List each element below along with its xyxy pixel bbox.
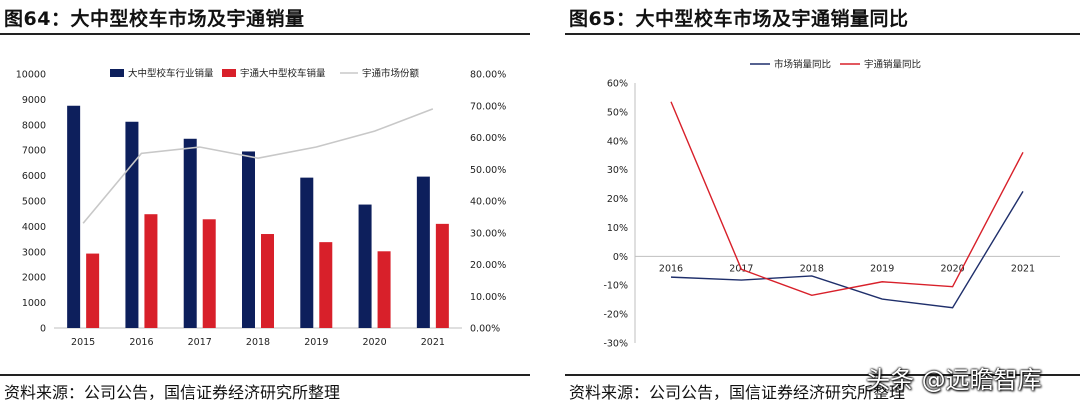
y2-axis-tick-label: 10.00% xyxy=(470,292,506,303)
right-top-rule xyxy=(565,33,1080,35)
y-axis-tick-label: 10% xyxy=(607,223,628,234)
x-axis-tick-label: 2021 xyxy=(1011,263,1035,274)
y2-axis-tick-label: 40.00% xyxy=(470,197,506,208)
y2-axis-tick-label: 50.00% xyxy=(470,165,506,176)
y-axis-tick-label: 60% xyxy=(607,79,628,90)
y-axis-tick-label: 50% xyxy=(607,107,628,118)
right-figure-panel: 图65：大中型校车市场及宇通销量同比 -30% -20% -10% 0% 10% 20% 3… xyxy=(565,0,1080,402)
legend-label-yutong: 宇通大中型校车销量 xyxy=(240,68,326,80)
line-market-yoy xyxy=(670,190,1024,309)
bar-yutong-sales xyxy=(319,242,333,328)
legend-label-market-yoy: 市场销量同比 xyxy=(774,59,831,71)
right-bottom-rule xyxy=(565,374,1080,376)
line-yutong-market-share xyxy=(82,108,434,224)
right-chart: -30%-20%-10%0%10%20%30%40%50%60%2016 2017… xyxy=(603,59,1060,350)
y-axis-tick-label: 7000 xyxy=(22,146,46,157)
y-axis-tick-label: -10% xyxy=(603,281,628,292)
y-axis-tick-label: 4000 xyxy=(22,222,46,233)
bar-yutong-sales xyxy=(144,214,158,328)
x-axis-tick-label: 2019 xyxy=(870,263,894,274)
y-axis-tick-label: 1000 xyxy=(22,298,46,309)
bar-industry-sales xyxy=(358,204,372,328)
x-axis-tick-label: 2016 xyxy=(129,337,153,348)
left-source-note: 资料来源：公司公告，国信证券经济研究所整理 xyxy=(4,383,341,402)
right-figure-title: 图65：大中型校车市场及宇通销量同比 xyxy=(569,8,909,30)
y-axis-tick-label: 5000 xyxy=(22,197,46,208)
left-bottom-rule xyxy=(0,374,530,376)
y2-axis-tick-label: 30.00% xyxy=(470,228,506,239)
bar-yutong-sales xyxy=(202,219,216,328)
x-axis-tick-label: 2020 xyxy=(362,337,386,348)
y2-axis-tick-label: 60.00% xyxy=(470,133,506,144)
bar-industry-sales xyxy=(300,177,314,328)
bar-industry-sales xyxy=(183,138,197,328)
watermark: 头条 @远瞻智库 xyxy=(866,366,1042,394)
bar-industry-sales xyxy=(67,105,81,328)
left-figure-title: 图64：大中型校车市场及宇通销量 xyxy=(4,8,305,30)
y-axis-tick-label: 8000 xyxy=(22,120,46,131)
x-axis-tick-label: 2016 xyxy=(659,263,683,274)
legend-label-yutong-yoy: 宇通销量同比 xyxy=(864,59,921,71)
left-chart: 0 1000 2000 3000 4000 5000 6000 7000 8000 9000 100… xyxy=(16,68,506,349)
x-axis-tick-label: 2019 xyxy=(304,337,328,348)
y-axis-tick-label: 20% xyxy=(607,194,628,205)
y2-axis-tick-label: 80.00% xyxy=(470,70,506,81)
left-figure-panel: 图64：大中型校车市场及宇通销量 0 1000 2000 3000 4000 5000 60… xyxy=(0,0,530,402)
legend-swatch-yutong xyxy=(222,69,236,77)
y-axis-tick-label: 9000 xyxy=(22,95,46,106)
legend-label-industry: 大中型校车行业销量 xyxy=(128,68,214,80)
y-axis-tick-label: -30% xyxy=(603,339,628,350)
y-axis-tick-label: 2000 xyxy=(22,273,46,284)
y-axis-tick-label: 0 xyxy=(40,324,46,335)
y-axis-tick-label: 0% xyxy=(613,252,628,263)
bar-yutong-sales xyxy=(86,253,100,328)
x-axis-tick-label: 2018 xyxy=(800,263,824,274)
legend-label-share: 宇通市场份额 xyxy=(362,68,420,80)
y-axis-tick-label: 6000 xyxy=(22,171,46,182)
y-axis-tick-label: 30% xyxy=(607,165,628,176)
left-top-rule xyxy=(0,33,530,35)
bar-yutong-sales xyxy=(435,223,449,328)
right-source-note: 资料来源：公司公告，国信证券经济研究所整理 xyxy=(569,383,906,402)
y-axis-tick-label: -20% xyxy=(603,310,628,321)
y2-axis-tick-label: 70.00% xyxy=(470,101,506,112)
y-axis-tick-label: 10000 xyxy=(16,70,46,81)
x-axis-tick-label: 2015 xyxy=(71,337,95,348)
x-axis-tick-label: 2018 xyxy=(246,337,270,348)
x-axis-tick-label: 2020 xyxy=(941,263,965,274)
x-axis-tick-label: 2017 xyxy=(188,337,212,348)
bar-yutong-sales xyxy=(261,234,274,328)
bar-industry-sales xyxy=(242,151,255,328)
bar-yutong-sales xyxy=(377,251,391,328)
line-yutong-yoy xyxy=(670,101,1024,297)
bar-industry-sales xyxy=(416,176,430,328)
y2-axis-tick-label: 20.00% xyxy=(470,260,506,271)
bar-industry-sales xyxy=(125,121,139,328)
y-axis-tick-label: 40% xyxy=(607,136,628,147)
x-axis-tick-label: 2021 xyxy=(421,337,445,348)
legend-swatch-industry xyxy=(110,69,124,77)
y-axis-tick-label: 3000 xyxy=(22,247,46,258)
y2-axis-tick-label: 0.00% xyxy=(470,324,500,335)
